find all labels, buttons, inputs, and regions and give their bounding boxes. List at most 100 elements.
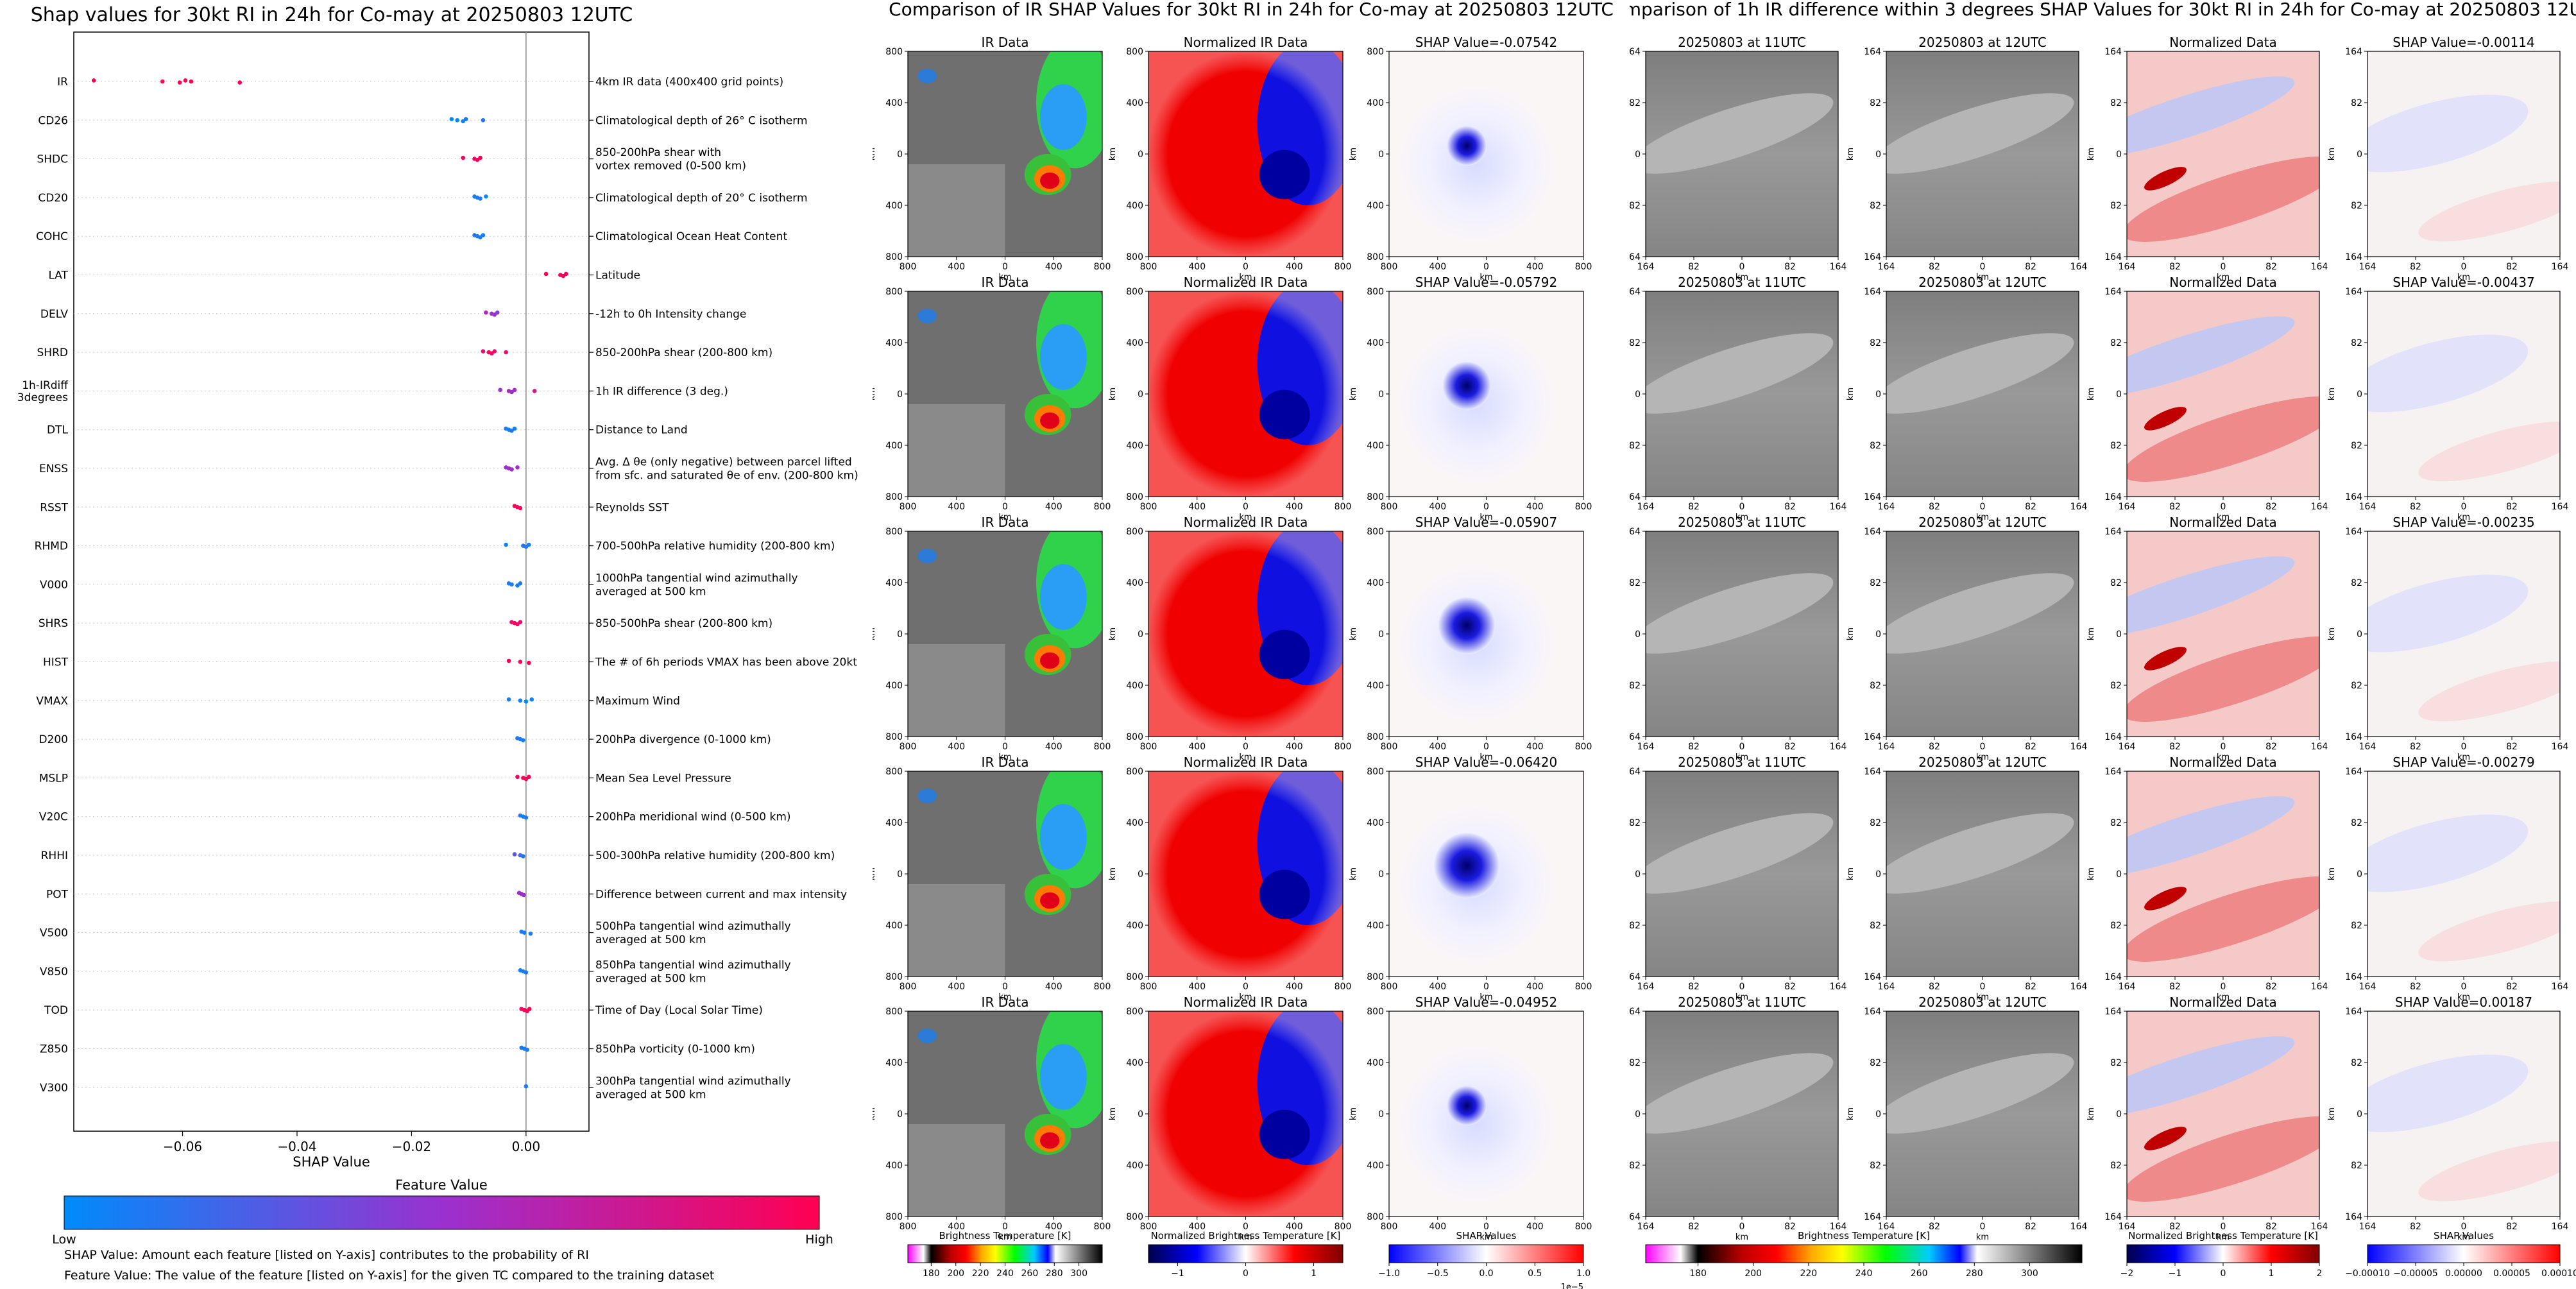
ir-cell [917,69,937,83]
ir-core [1040,652,1060,669]
x-tick-label: 0 [1243,502,1249,512]
colorbar [1645,1244,2083,1263]
y-tick-label: 0 [897,389,903,400]
panel-image [1886,771,2079,977]
y-tick-label: 164 [1864,287,1881,297]
x-tick-label: 400 [1526,502,1544,512]
x-axis-label: km [2217,273,2230,282]
panel-title: Normalized IR Data [1184,515,1308,530]
y-tick-label: 0 [1875,389,1881,400]
gray-cloud-band [1886,333,2074,414]
x-tick-label: 400 [1286,982,1303,992]
y-tick-label: 164 [2345,287,2362,297]
feature-label: MSLP [39,772,68,785]
panel-title: Normalized Data [2169,755,2277,770]
x-tick-label: 0 [1980,262,1986,272]
shap-point [527,1007,532,1011]
y-tick-label: 0 [1635,389,1641,400]
shap-point [478,196,482,201]
y-tick-label: 164 [2345,47,2362,57]
y-tick-label: 0 [897,629,903,640]
shap-point [518,620,523,624]
x-tick-label: −0.06 [163,1139,202,1154]
colorbar-tick-label: 0.00005 [2493,1268,2530,1279]
shap-summary-chart: Shap values for 30kt RI in 24h for Co-ma… [17,4,858,1247]
x-tick-label: 82 [1688,502,1700,512]
colorbar [1388,1244,1584,1263]
x-tick-label: 82 [1688,1222,1700,1232]
x-tick-label: 164 [1878,262,1895,272]
x-tick-label: 164 [1637,742,1655,752]
x-tick-label: 400 [1045,982,1062,992]
x-tick-label: 0 [1739,502,1745,512]
y-tick-label: 800 [1126,527,1143,537]
norm-texture [1148,291,1343,497]
ir-cold-tops [1040,564,1087,630]
chart-title: Comparison of IR SHAP Values for 30kt RI… [889,0,1614,20]
y-tick-label: 0 [1875,629,1881,640]
x-tick-label: 0 [2221,1222,2226,1232]
y-tick-label: 82 [2351,338,2362,348]
x-axis-label: km [1480,513,1492,522]
y-tick-label: 800 [1126,732,1143,742]
x-axis-label: km [2217,1233,2230,1242]
y-axis-label: km [873,1107,877,1120]
x-tick-label: 82 [2265,1222,2277,1232]
y-tick-label: 400 [885,98,903,108]
y-tick-label: 0 [1378,149,1384,160]
y-tick-label: 800 [885,972,903,982]
shap-point [528,931,533,936]
x-tick-label: 82 [1929,742,1940,752]
panel-image [1886,291,2079,497]
x-tick-label: 800 [1094,1222,1111,1232]
y-tick-label: 800 [885,732,903,742]
ir-cloud-field [908,164,1005,257]
x-tick-label: 800 [1140,742,1157,752]
y-tick-label: 164 [1630,252,1641,262]
feature-description: 500hPa tangential wind azimuthally [595,920,791,933]
shap-point [512,426,517,431]
x-tick-label: 800 [1575,982,1592,992]
panel-title: SHAP Value=-0.00235 [2393,515,2534,530]
y-tick-label: 800 [1126,492,1143,502]
shap-point [498,388,503,393]
colorbar-tick-label: 220 [1800,1268,1817,1279]
y-tick-label: 82 [1870,338,1881,348]
y-tick-label: 0 [1138,869,1143,880]
x-tick-label: 400 [1429,502,1446,512]
x-tick-label: 800 [1335,502,1352,512]
panel-title: Normalized Data [2169,275,2277,290]
colorbar-tick-label: 220 [972,1268,989,1279]
panel-title: SHAP Value=-0.06420 [1415,755,1557,770]
x-tick-label: 164 [2552,502,2569,512]
x-tick-label: 400 [1188,262,1206,272]
y-tick-label: 0 [1378,869,1384,880]
y-axis-label: km [2327,1107,2337,1120]
colorbar-title: Feature Value [395,1177,488,1193]
y-tick-label: 82 [1870,1058,1881,1068]
y-tick-label: 0 [2116,1109,2122,1120]
y-tick-label: 400 [1126,1161,1143,1171]
panel-image [2367,291,2560,497]
irdiff-shap-comparison: Comparison of 1h IR difference within 3 … [1630,0,2576,1279]
shap-point [521,854,525,858]
x-tick-label: 82 [2169,502,2181,512]
colorbar-tick-label: 260 [1021,1268,1039,1279]
x-axis-label: km [1239,513,1252,522]
y-tick-label: 164 [1630,732,1641,742]
gray-cloud-band [1886,813,2074,894]
feature-description: 850-200hPa shear (200-800 km) [595,346,772,359]
colorbar-tick-label: −1.0 [1378,1268,1400,1279]
shap-point [527,542,531,547]
x-tick-label: 400 [1045,502,1062,512]
norm-texture [1148,531,1343,737]
x-axis-label: km [2217,513,2230,522]
norm2-red-band [2127,156,2319,242]
panel-image [1886,531,2079,737]
panel-image [2367,771,2560,977]
feature-description: averaged at 500 km [595,972,706,985]
feature-label: V300 [40,1082,68,1095]
x-tick-label: 82 [2265,262,2277,272]
panel-image [2127,1011,2319,1216]
x-tick-label: 0 [1980,1222,1986,1232]
